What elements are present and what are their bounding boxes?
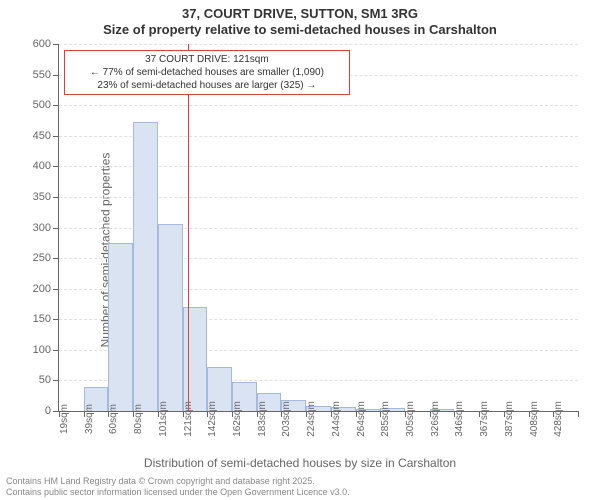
x-tick-label: 183sqm bbox=[257, 401, 268, 437]
x-tick-label: 224sqm bbox=[306, 401, 317, 437]
x-axis-label: Distribution of semi-detached houses by … bbox=[144, 456, 456, 470]
y-tick-label: 0 bbox=[45, 405, 51, 417]
x-tick-label: 408sqm bbox=[529, 401, 540, 437]
x-tick-label: 203sqm bbox=[281, 401, 292, 437]
x-tick-label: 387sqm bbox=[504, 401, 515, 437]
y-tick bbox=[53, 166, 59, 167]
callout-line-3: 23% of semi-detached houses are larger (… bbox=[69, 79, 344, 92]
y-tick-label: 350 bbox=[33, 191, 51, 203]
x-tick-label: 367sqm bbox=[479, 401, 490, 437]
y-tick-label: 100 bbox=[33, 344, 51, 356]
y-tick-label: 500 bbox=[33, 99, 51, 111]
callout-line-2: ← 77% of semi-detached houses are smalle… bbox=[69, 66, 344, 79]
x-tick-label: 60sqm bbox=[108, 404, 119, 434]
x-tick-label: 346sqm bbox=[454, 401, 465, 437]
x-tick-label: 326sqm bbox=[430, 401, 441, 437]
y-tick-label: 200 bbox=[33, 283, 51, 295]
y-tick bbox=[53, 319, 59, 320]
histogram-bar bbox=[158, 224, 183, 411]
y-tick bbox=[53, 289, 59, 290]
title-block: 37, COURT DRIVE, SUTTON, SM1 3RG Size of… bbox=[0, 0, 600, 37]
x-tick-label: 19sqm bbox=[59, 404, 70, 434]
y-tick-label: 550 bbox=[33, 69, 51, 81]
y-tick bbox=[53, 228, 59, 229]
x-tick-label: 162sqm bbox=[232, 401, 243, 437]
callout-box: 37 COURT DRIVE: 121sqm ← 77% of semi-det… bbox=[64, 50, 349, 95]
histogram-bar bbox=[108, 243, 133, 411]
histogram-bar bbox=[133, 122, 158, 411]
y-tick-label: 600 bbox=[33, 38, 51, 50]
y-tick bbox=[53, 105, 59, 106]
y-tick bbox=[53, 136, 59, 137]
y-tick bbox=[53, 380, 59, 381]
callout-line-1: 37 COURT DRIVE: 121sqm bbox=[69, 53, 344, 66]
x-tick-label: 285sqm bbox=[380, 401, 391, 437]
y-tick bbox=[53, 197, 59, 198]
y-tick-label: 250 bbox=[33, 252, 51, 264]
gridline-h bbox=[59, 44, 578, 45]
y-tick bbox=[53, 258, 59, 259]
chart-title: 37, COURT DRIVE, SUTTON, SM1 3RG bbox=[0, 6, 600, 22]
y-tick bbox=[53, 350, 59, 351]
y-tick-label: 400 bbox=[33, 160, 51, 172]
x-tick bbox=[578, 411, 579, 417]
y-tick-label: 150 bbox=[33, 313, 51, 325]
chart-container: 37, COURT DRIVE, SUTTON, SM1 3RG Size of… bbox=[0, 0, 600, 500]
x-tick-label: 264sqm bbox=[356, 401, 367, 437]
x-tick-label: 244sqm bbox=[331, 401, 342, 437]
histogram-bar bbox=[183, 307, 208, 411]
y-tick bbox=[53, 44, 59, 45]
x-tick-label: 80sqm bbox=[133, 404, 144, 434]
attribution-line-1: Contains HM Land Registry data © Crown c… bbox=[6, 476, 350, 487]
y-tick-label: 50 bbox=[39, 374, 51, 386]
x-tick-label: 101sqm bbox=[158, 401, 169, 437]
x-tick-label: 39sqm bbox=[84, 404, 95, 434]
attribution: Contains HM Land Registry data © Crown c… bbox=[6, 476, 350, 498]
x-tick-label: 428sqm bbox=[553, 401, 564, 437]
x-tick-label: 305sqm bbox=[405, 401, 416, 437]
chart-subtitle: Size of property relative to semi-detach… bbox=[0, 22, 600, 38]
plot-area: 37 COURT DRIVE: 121sqm ← 77% of semi-det… bbox=[58, 44, 578, 412]
y-tick-label: 300 bbox=[33, 222, 51, 234]
y-tick bbox=[53, 75, 59, 76]
gridline-h bbox=[59, 105, 578, 106]
x-tick-label: 142sqm bbox=[207, 401, 218, 437]
y-tick-label: 450 bbox=[33, 130, 51, 142]
reference-line bbox=[188, 44, 189, 411]
attribution-line-2: Contains public sector information licen… bbox=[6, 487, 350, 498]
